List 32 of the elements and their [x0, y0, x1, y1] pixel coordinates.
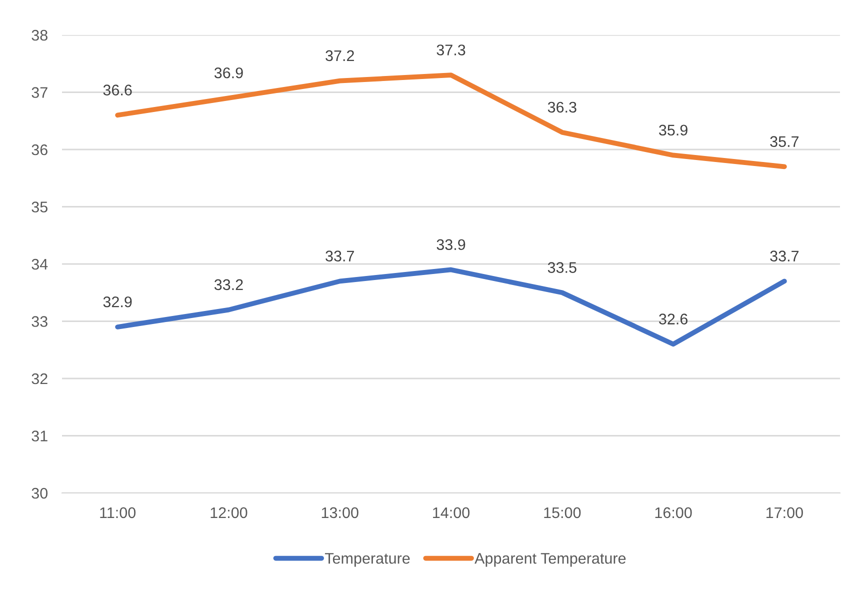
x-tick-label: 16:00 [655, 507, 692, 518]
data-label: 36.3 [548, 102, 576, 113]
data-label: 36.9 [214, 67, 243, 78]
y-tick-label: 32 [32, 373, 48, 384]
x-tick-label: 13:00 [322, 507, 358, 518]
x-tick-label: 11:00 [100, 507, 136, 518]
x-tick-label: 14:00 [433, 507, 470, 518]
data-label: 35.9 [659, 124, 688, 136]
y-tick-label: 35 [32, 202, 48, 212]
y-tick-label: 31 [32, 430, 48, 442]
data-label: 32.9 [103, 296, 132, 308]
y-tick-label: 33 [32, 316, 48, 327]
data-label: 33.9 [436, 239, 466, 250]
y-tick-label: 37 [32, 87, 48, 98]
data-label: 32.6 [659, 314, 688, 324]
legend-label: Temperature [324, 553, 410, 567]
data-label: 33.7 [770, 250, 799, 262]
x-tick-label: 15:00 [544, 507, 581, 518]
x-tick-label: 12:00 [210, 507, 248, 518]
y-tick-label: 36 [32, 144, 48, 156]
y-tick-label: 30 [32, 488, 48, 499]
data-label: 33.7 [326, 250, 354, 262]
data-label: 37.3 [436, 44, 466, 56]
data-label: 37.2 [326, 50, 354, 62]
legend-label: Apparent Temperature [474, 553, 626, 567]
x-tick-label: 17:00 [766, 507, 803, 518]
data-label: 35.7 [770, 136, 799, 147]
data-label: 36.6 [103, 84, 132, 96]
data-label: 33.2 [214, 279, 243, 290]
data-label: 33.5 [548, 262, 576, 273]
y-tick-label: 38 [32, 30, 48, 41]
y-tick-label: 34 [32, 258, 48, 270]
